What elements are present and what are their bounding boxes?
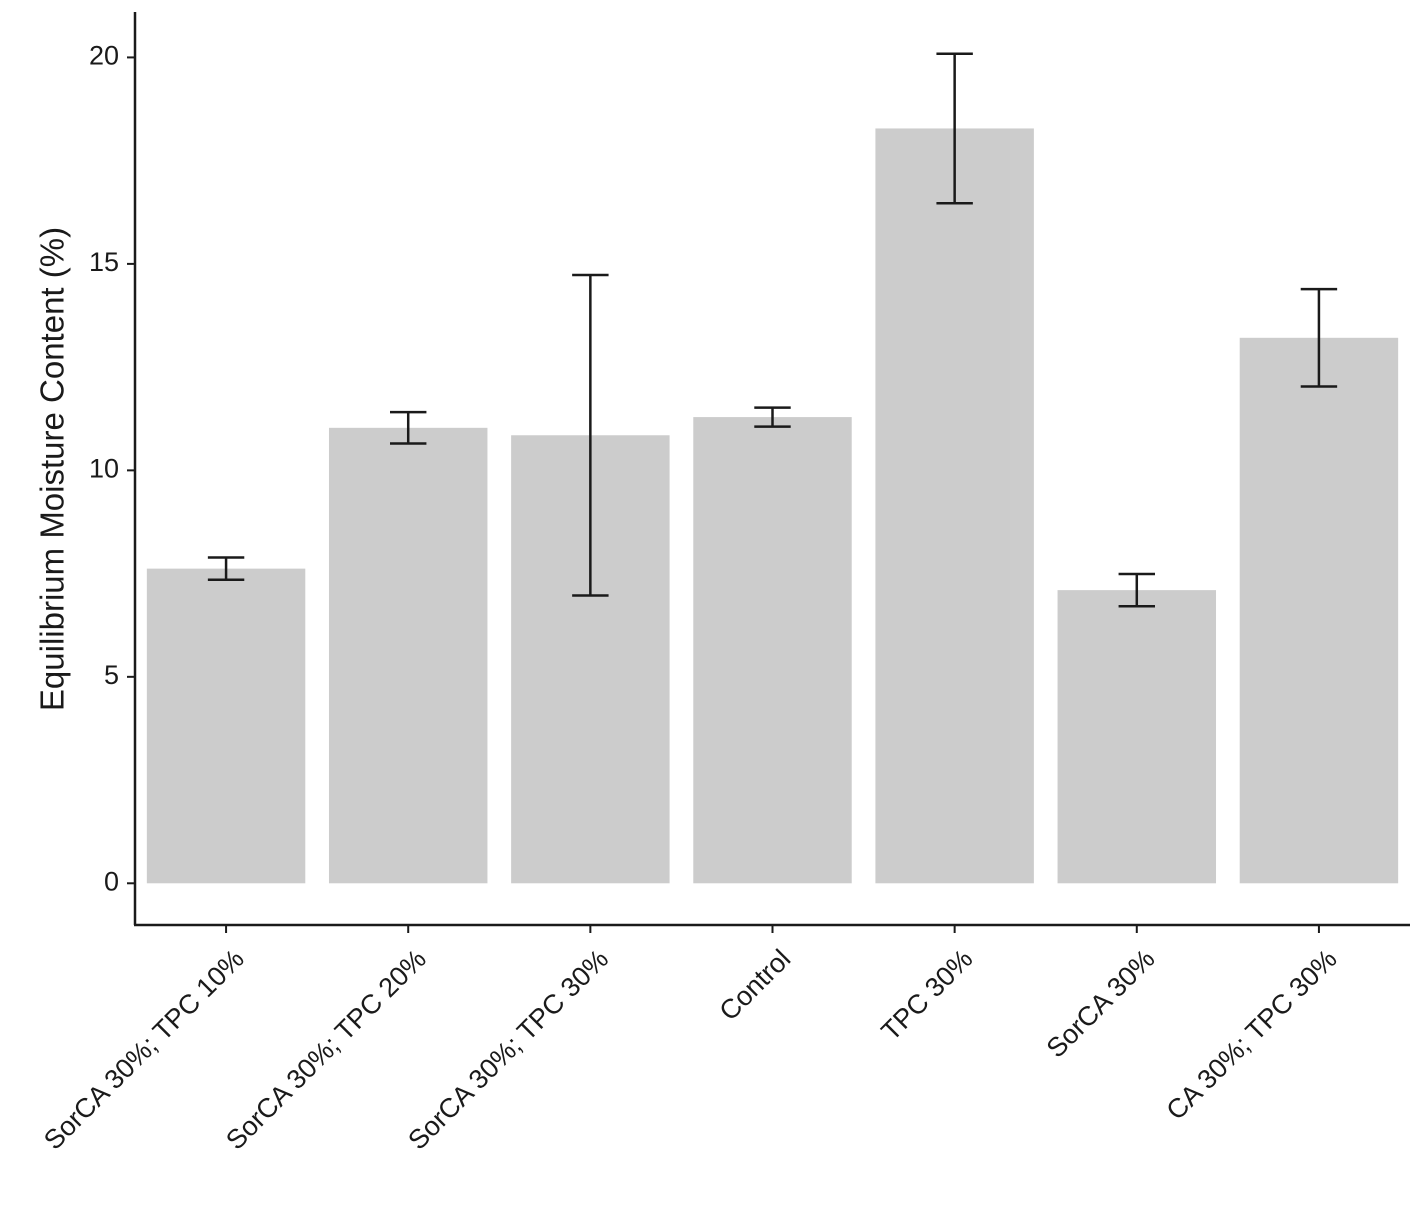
bar xyxy=(1239,337,1399,884)
y-axis-title: Equilibrium Moisture Content (%) xyxy=(34,227,71,711)
bar xyxy=(693,417,852,884)
x-tick-label: SorCA 30%; TPC 10% xyxy=(38,944,250,1156)
x-tick-label: SorCA 30%; TPC 20% xyxy=(220,944,432,1156)
bar xyxy=(146,568,306,884)
y-tick-label: 0 xyxy=(104,866,119,896)
y-tick-label: 5 xyxy=(104,660,119,690)
bar xyxy=(328,427,488,884)
y-tick-label: 20 xyxy=(89,41,119,71)
x-tick-label: Control xyxy=(714,944,797,1027)
x-tick-label: SorCA 30%; TPC 30% xyxy=(402,944,614,1156)
y-tick-label: 15 xyxy=(89,247,119,277)
x-tick-label: CA 30%; TPC 30% xyxy=(1161,944,1343,1126)
bar xyxy=(875,128,1034,884)
x-tick-label: TPC 30% xyxy=(876,944,979,1047)
y-tick-label: 10 xyxy=(89,453,119,483)
x-tick-label: SorCA 30% xyxy=(1041,944,1161,1064)
bar xyxy=(1057,590,1217,884)
